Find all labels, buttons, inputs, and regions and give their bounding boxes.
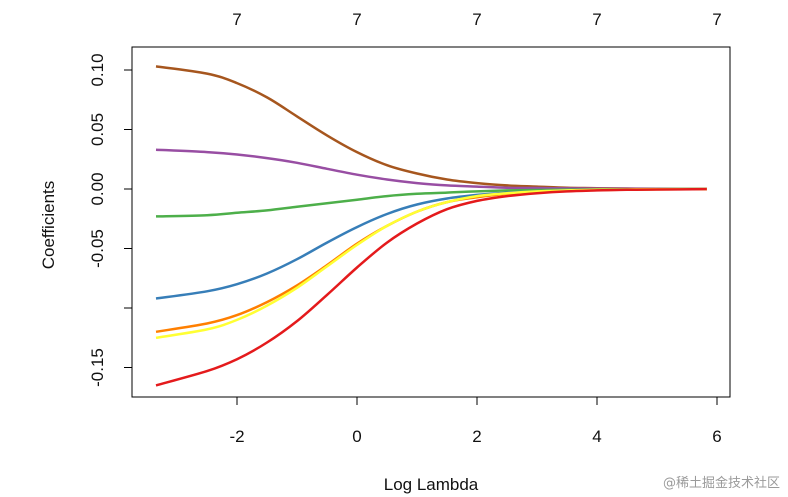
x-tick-label: 6 [712, 427, 721, 446]
y-tick-label: 0.10 [88, 53, 107, 86]
plot-frame [131, 46, 731, 398]
top-axis-label: 7 [712, 10, 721, 29]
top-axis-label: 7 [472, 10, 481, 29]
series-line-7 [155, 187, 707, 387]
series-line-3 [155, 187, 707, 218]
y-axis-title: Coefficients [39, 181, 58, 270]
series-line-2 [155, 148, 707, 191]
x-tick-label: 0 [352, 427, 361, 446]
series-line-5 [155, 187, 707, 334]
y-axis: -0.15 -0.05 0.00 0.05 0.10 [88, 53, 133, 387]
x-axis: -2 0 2 4 6 [229, 396, 722, 446]
x-tick-label: 2 [472, 427, 481, 446]
series-layer [155, 65, 707, 387]
series-line-1 [155, 65, 707, 191]
y-tick-label: -0.15 [88, 348, 107, 387]
x-tick-label: -2 [229, 427, 244, 446]
watermark: @稀土掘金技术社区 [662, 476, 780, 491]
top-axis-label: 7 [232, 10, 241, 29]
top-axis-label: 7 [352, 10, 361, 29]
y-tick-label: 0.05 [88, 113, 107, 146]
x-tick-label: 4 [592, 427, 601, 446]
top-axis-label: 7 [592, 10, 601, 29]
top-axis: 7 7 7 7 7 [232, 10, 721, 29]
y-tick-label: 0.00 [88, 172, 107, 205]
y-tick-label: -0.05 [88, 229, 107, 268]
x-axis-title: Log Lambda [384, 475, 479, 494]
